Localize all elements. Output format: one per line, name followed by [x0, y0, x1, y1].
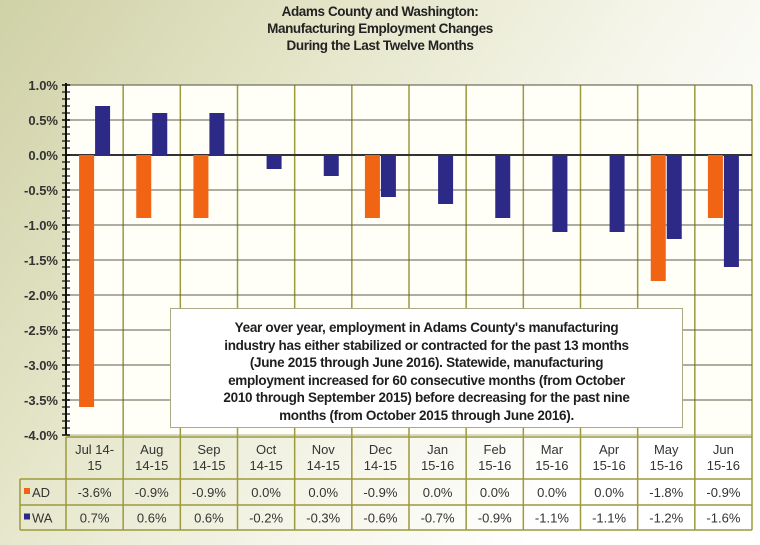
category-label: Feb	[484, 442, 506, 457]
bar-wa	[209, 113, 225, 155]
data-table: Jul 14-15Aug14-15Sep14-15Oct14-15Nov14-1…	[19, 436, 752, 531]
data-label-ad: -1.8%	[649, 485, 683, 500]
annotation-line: industry has either stabilized or contra…	[224, 337, 629, 353]
y-tick-label: -2.0%	[24, 288, 58, 303]
data-label-ad: 0.0%	[594, 485, 624, 500]
annotation-line: employment increased for 60 consecutive …	[228, 372, 625, 388]
bar-ad	[707, 155, 723, 218]
data-label-wa: -1.1%	[592, 511, 626, 526]
category-label: 15	[87, 458, 101, 473]
bar-wa	[723, 155, 739, 267]
legend-label-wa: WA	[32, 511, 53, 526]
data-label-ad: -0.9%	[706, 485, 740, 500]
data-label-wa: -0.6%	[363, 511, 397, 526]
category-label: Nov	[312, 442, 336, 457]
data-label-ad: 0.0%	[537, 485, 567, 500]
data-label-ad: 0.0%	[423, 485, 453, 500]
data-label-wa: -1.2%	[649, 511, 683, 526]
bar-wa	[438, 155, 454, 204]
data-label-wa: 0.6%	[137, 511, 167, 526]
y-tick-label: -4.0%	[24, 428, 58, 443]
category-label: Jan	[427, 442, 448, 457]
category-label: Apr	[599, 442, 620, 457]
category-label: Oct	[256, 442, 277, 457]
data-label-ad: -0.9%	[135, 485, 169, 500]
y-tick-label: 1.0%	[28, 78, 58, 93]
vertical-gridlines	[122, 85, 753, 530]
bars	[79, 106, 739, 407]
chart-title-line: Manufacturing Employment Changes	[267, 21, 493, 36]
y-tick-label: 0.5%	[28, 113, 58, 128]
data-label-wa: -0.7%	[421, 511, 455, 526]
annotation-line: months (from October 2015 through June 2…	[279, 407, 574, 423]
bar-wa	[495, 155, 511, 218]
data-label-ad: -3.6%	[78, 485, 112, 500]
data-label-wa: -0.2%	[249, 511, 283, 526]
data-label-ad: -0.9%	[363, 485, 397, 500]
category-label: 14-15	[135, 458, 168, 473]
bar-wa	[323, 155, 339, 176]
data-label-ad: 0.0%	[480, 485, 510, 500]
category-label: 15-16	[707, 458, 740, 473]
bar-ad	[136, 155, 152, 218]
data-label-ad: 0.0%	[251, 485, 281, 500]
y-axis: 1.0% 0.5% 0.0% -0.5% -1.0% -1.5% -2.0% -2.5% -3.…	[24, 78, 70, 443]
y-tick-label: -2.5%	[24, 323, 58, 338]
data-label-ad: 0.0%	[308, 485, 338, 500]
annotation-line: Year over year, employment in Adams Coun…	[234, 320, 619, 335]
bar-wa	[380, 155, 396, 197]
annotation-box: Year over year, employment in Adams Coun…	[170, 308, 683, 428]
annotation-line: (June 2015 through June 2016). Statewide…	[249, 355, 604, 371]
category-label: Jul 14-	[75, 442, 114, 457]
category-label: Jun	[713, 442, 734, 457]
category-label: 15-16	[478, 458, 511, 473]
bar-ad	[364, 155, 380, 218]
category-label: 15-16	[535, 458, 568, 473]
data-label-wa: 0.6%	[194, 511, 224, 526]
chart-title: Adams County and Washington: Manufacturi…	[180, 3, 580, 54]
y-tick-label: -3.0%	[24, 358, 58, 373]
category-label: Sep	[197, 442, 220, 457]
data-label-wa: 0.7%	[80, 511, 110, 526]
bar-ad	[193, 155, 209, 218]
data-label-wa: -0.9%	[478, 511, 512, 526]
category-label: 14-15	[307, 458, 340, 473]
chart-title-line: Adams County and Washington:	[281, 4, 479, 19]
data-label-wa: -1.6%	[706, 511, 740, 526]
category-label: 15-16	[592, 458, 625, 473]
bar-wa	[609, 155, 625, 232]
data-label-wa: -1.1%	[535, 511, 569, 526]
category-label: Mar	[541, 442, 564, 457]
y-tick-label: -0.5%	[24, 183, 58, 198]
legend-swatch-ad	[24, 488, 30, 494]
y-tick-label: -1.5%	[24, 253, 58, 268]
bar-wa	[95, 106, 111, 155]
bar-wa	[666, 155, 682, 239]
legend-swatch-wa	[24, 513, 30, 520]
y-tick-label: -3.5%	[24, 393, 58, 408]
bar-wa	[152, 113, 168, 155]
data-label-wa: -0.3%	[306, 511, 340, 526]
bar-ad	[79, 155, 95, 407]
bar-wa	[552, 155, 568, 232]
y-tick-label: 0.0%	[28, 148, 58, 163]
category-label: May	[654, 442, 679, 457]
category-label: 14-15	[364, 458, 397, 473]
y-tick-label: -1.0%	[24, 218, 58, 233]
category-label: Dec	[369, 442, 393, 457]
legend-label-ad: AD	[32, 485, 50, 500]
annotation-line: 2010 through September 2015) before decr…	[223, 390, 630, 406]
bar-ad	[650, 155, 666, 281]
chart-title-line: During the Last Twelve Months	[286, 38, 474, 53]
bar-wa	[266, 155, 282, 169]
category-label: 14-15	[192, 458, 225, 473]
category-label: 15-16	[650, 458, 683, 473]
data-label-ad: -0.9%	[192, 485, 226, 500]
category-label: Aug	[140, 442, 163, 457]
category-label: 15-16	[421, 458, 454, 473]
category-label: 14-15	[249, 458, 282, 473]
